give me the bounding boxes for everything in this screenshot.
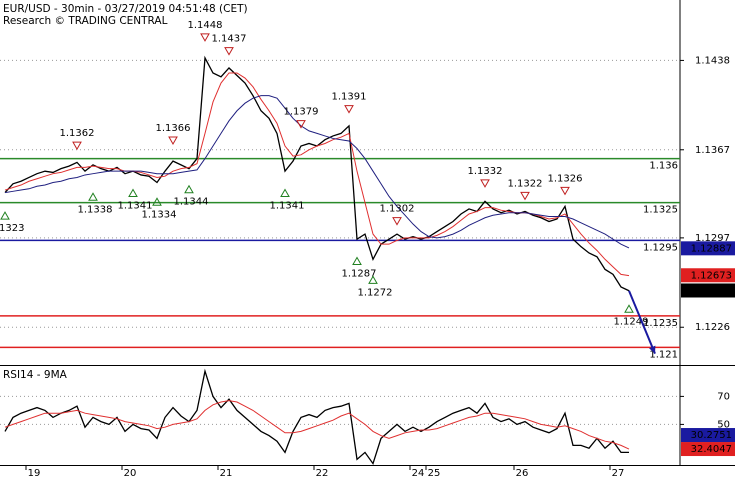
series-line (4, 400, 630, 450)
rsi-title: RSI14 - 9MA (3, 369, 68, 381)
marker-box (681, 428, 735, 443)
high-marker (392, 217, 402, 226)
low-marker (128, 188, 138, 197)
low-label: 1.1344 (174, 197, 209, 208)
level-label: 1.121 (649, 349, 678, 360)
y-tick-label: 70 (717, 391, 730, 402)
low-marker (184, 184, 194, 194)
x-tick-label: 24 (412, 468, 425, 479)
marker-label: 1.12673 (691, 270, 732, 281)
low-label: 1.1334 (142, 209, 177, 220)
marker-label: 1.12887 (691, 243, 732, 254)
x-tick-label: 26 (516, 468, 529, 479)
high-marker (520, 191, 530, 201)
marker-label: 30.2751 (691, 430, 732, 441)
chart-subtitle: Research © TRADING CENTRAL (3, 15, 168, 27)
price-marker: 1.12887 (681, 241, 735, 256)
high-marker (296, 120, 306, 129)
high-label: 1.1379 (284, 107, 319, 118)
marker-box (681, 283, 735, 298)
low-label: 1.1287 (342, 268, 377, 279)
y-tick-label: 1.1226 (695, 322, 730, 333)
price-marker: 1.12552 (681, 283, 735, 298)
low-label: 1.1323 (0, 223, 25, 234)
level-label: 1.1325 (643, 205, 678, 216)
low-label: 1.1272 (358, 287, 393, 298)
high-marker (344, 105, 354, 114)
price-marker: 1.12673 (681, 268, 735, 283)
x-tick-label: 19 (28, 468, 41, 479)
x-tick-label: 27 (612, 468, 625, 479)
low-marker (352, 256, 362, 265)
x-tick-label: 22 (316, 468, 329, 479)
high-marker (72, 141, 82, 151)
y-tick-label: 1.1297 (695, 233, 730, 244)
high-marker (224, 47, 234, 56)
low-label: 1.1249 (614, 316, 649, 327)
high-label: 1.1391 (332, 92, 367, 103)
low-label: 1.1338 (78, 204, 113, 215)
high-marker (560, 186, 570, 196)
high-label: 1.1448 (188, 20, 223, 31)
marker-box (681, 268, 735, 283)
low-label: 1.1341 (270, 201, 305, 212)
low-marker (368, 275, 378, 284)
low-marker (0, 211, 10, 220)
low-label: 1.1341 (118, 201, 153, 212)
x-tick-label: 20 (124, 468, 137, 479)
high-label: 1.1437 (212, 34, 247, 45)
x-tick-label: 25 (428, 468, 441, 479)
low-marker (280, 188, 290, 197)
x-tick-label: 21 (220, 468, 233, 479)
chart-title: EUR/USD - 30min - 03/27/2019 04:51:48 (C… (3, 3, 248, 15)
low-marker (624, 304, 634, 313)
high-marker (480, 179, 490, 188)
marker-label: 32.4047 (691, 444, 732, 455)
series-line (4, 368, 629, 466)
high-label: 1.1302 (380, 204, 415, 215)
forecast-head (649, 345, 656, 354)
marker-box (681, 241, 735, 256)
low-marker (88, 192, 98, 201)
high-label: 1.1332 (468, 166, 503, 177)
marker-box (681, 442, 735, 457)
series-line (4, 95, 630, 249)
high-label: 1.1366 (156, 123, 191, 134)
y-tick-label: 50 (717, 419, 730, 430)
forecast-shaft (628, 290, 656, 355)
marker-label: 1.12552 (691, 285, 732, 296)
high-label: 1.1362 (60, 128, 95, 139)
high-label: 1.1322 (508, 178, 543, 189)
high-marker (200, 33, 210, 42)
price-marker: 32.4047 (681, 442, 735, 457)
low-marker (152, 197, 162, 206)
level-label: 1.1235 (643, 318, 678, 329)
y-tick-label: 1.1367 (695, 145, 730, 156)
y-tick-label: 1.1438 (695, 55, 730, 66)
level-label: 1.1295 (643, 242, 678, 253)
high-label: 1.1326 (548, 173, 583, 184)
forecast-arrow (628, 290, 656, 355)
price-marker: 30.2751 (681, 428, 735, 443)
level-label: 1.136 (649, 161, 678, 172)
high-marker (168, 136, 178, 146)
